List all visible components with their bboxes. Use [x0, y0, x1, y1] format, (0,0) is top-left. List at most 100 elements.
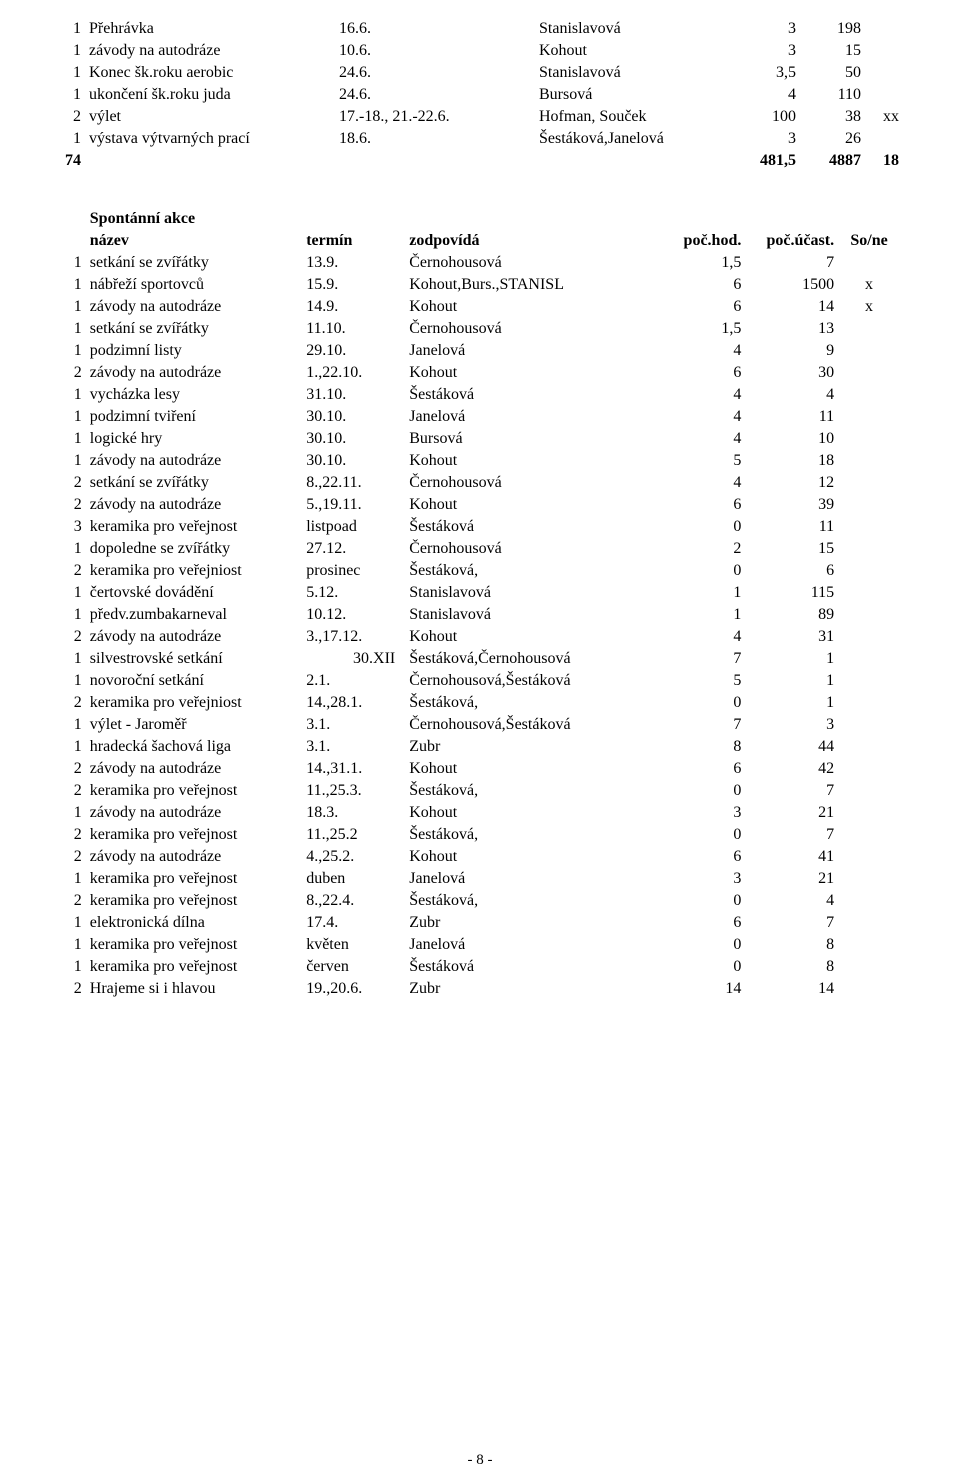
table-row: 1výstava výtvarných prací18.6.Šestáková,… [60, 128, 920, 150]
cell: 2 [60, 362, 86, 384]
cell: 1 [663, 582, 745, 604]
cell: 3 [740, 128, 800, 150]
cell: xx [865, 106, 920, 128]
cell: 115 [745, 582, 838, 604]
cell: 2 [60, 780, 86, 802]
cell: 14 [663, 978, 745, 1000]
cell: 10 [745, 428, 838, 450]
cell: 7 [663, 648, 745, 670]
cell: Černohousová,Šestáková [405, 670, 663, 692]
cell: Janelová [405, 340, 663, 362]
cell: výstava výtvarných prací [85, 128, 335, 150]
cell: 1,5 [663, 252, 745, 274]
cell: 3 [663, 802, 745, 824]
cell: 4 [740, 84, 800, 106]
section-title-row: Spontánní akce [60, 208, 900, 230]
cell: 1 [60, 84, 85, 106]
cell: 0 [663, 890, 745, 912]
cell: prosinec [302, 560, 405, 582]
cell: 4 [745, 890, 838, 912]
cell: keramika pro veřejnost [86, 934, 302, 956]
cell: keramika pro veřejnost [86, 780, 302, 802]
table-row: 3keramika pro veřejnostlistpoadŠestáková… [60, 516, 900, 538]
section-title: Spontánní akce [86, 208, 900, 230]
cell: výlet [85, 106, 335, 128]
cell: 18.3. [302, 802, 405, 824]
cell: 26 [800, 128, 865, 150]
cell [838, 934, 900, 956]
cell [865, 84, 920, 106]
cell: 198 [800, 18, 865, 40]
cell: 14.,31.1. [302, 758, 405, 780]
cell: 1 [60, 296, 86, 318]
cell: 110 [800, 84, 865, 106]
cell: 2 [663, 538, 745, 560]
cell: x [838, 274, 900, 296]
cell: předv.zumbakarneval [86, 604, 302, 626]
cell: 2 [60, 560, 86, 582]
cell [838, 956, 900, 978]
cell: 6 [663, 846, 745, 868]
cell [838, 824, 900, 846]
cell: 1 [60, 18, 85, 40]
cell: Kohout [405, 758, 663, 780]
cell: 30.10. [302, 450, 405, 472]
cell: 1 [60, 604, 86, 626]
cell: 17.4. [302, 912, 405, 934]
cell: 1 [60, 956, 86, 978]
cell: Bursová [535, 84, 740, 106]
cell: 74 [60, 150, 85, 172]
cell: 1 [60, 736, 86, 758]
cell [335, 150, 535, 172]
cell: 15.9. [302, 274, 405, 296]
cell: Šestáková, [405, 824, 663, 846]
cell [838, 538, 900, 560]
cell: závody na autodráze [86, 362, 302, 384]
cell: setkání se zvířátky [86, 252, 302, 274]
cell: Konec šk.roku aerobic [85, 62, 335, 84]
cell: 4.,25.2. [302, 846, 405, 868]
cell: keramika pro veřejnost [86, 956, 302, 978]
cell: Černohousová,Šestáková [405, 714, 663, 736]
cell: 1 [60, 538, 86, 560]
table-row: 1čertovské dovádění5.12.Stanislavová1115 [60, 582, 900, 604]
cell [838, 846, 900, 868]
table-row: 1závody na autodráze14.9.Kohout614x [60, 296, 900, 318]
cell: 481,5 [740, 150, 800, 172]
cell [838, 450, 900, 472]
cell: 24.6. [335, 84, 535, 106]
cell: 1 [60, 62, 85, 84]
cell: 7 [745, 912, 838, 934]
table-row: 2keramika pro veřejniost14.,28.1.Šestáko… [60, 692, 900, 714]
table-row: 2keramika pro veřejnost8.,22.4.Šestáková… [60, 890, 900, 912]
cell: podzimní tviření [86, 406, 302, 428]
table-row: 1závody na autodráze18.3.Kohout321 [60, 802, 900, 824]
cell: závody na autodráze [86, 802, 302, 824]
cell: Janelová [405, 934, 663, 956]
cell: 0 [663, 516, 745, 538]
cell: 7 [663, 714, 745, 736]
cell: Kohout [405, 846, 663, 868]
cell [838, 340, 900, 362]
cell: 1,5 [663, 318, 745, 340]
cell [838, 978, 900, 1000]
cell: 2 [60, 846, 86, 868]
header-row: název termín zodpovídá poč.hod. poč.účas… [60, 230, 900, 252]
cell: setkání se zvířátky [86, 318, 302, 340]
table-row: 1ukončení šk.roku juda24.6.Bursová4110 [60, 84, 920, 106]
cell [838, 692, 900, 714]
table-row: 1podzimní tviření30.10.Janelová411 [60, 406, 900, 428]
table-row: 1hradecká šachová liga3.1.Zubr844 [60, 736, 900, 758]
cell: závody na autodráze [86, 450, 302, 472]
cell: 15 [745, 538, 838, 560]
cell: listpoad [302, 516, 405, 538]
cell: 1 [60, 428, 86, 450]
cell: Zubr [405, 912, 663, 934]
header-name: název [86, 230, 302, 252]
cell: 15 [800, 40, 865, 62]
cell: 1 [60, 450, 86, 472]
cell: 6 [663, 494, 745, 516]
cell: 6 [663, 912, 745, 934]
cell: červen [302, 956, 405, 978]
cell: keramika pro veřejnost [86, 824, 302, 846]
